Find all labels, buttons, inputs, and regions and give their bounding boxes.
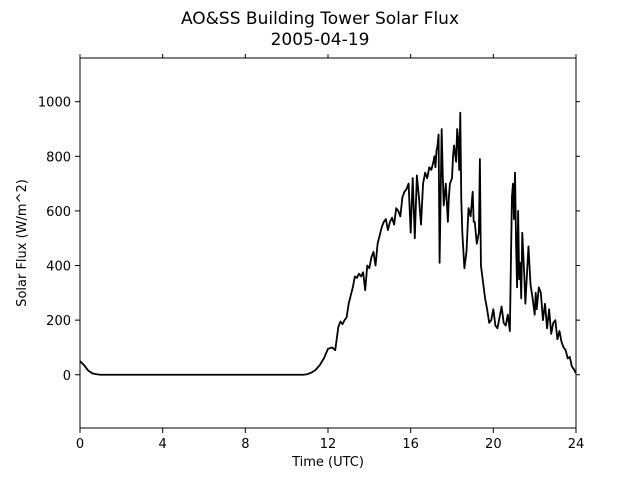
x-tick-label: 24: [568, 437, 585, 452]
chart-title: AO&SS Building Tower Solar Flux: [181, 9, 459, 29]
chart-subtitle: 2005-04-19: [271, 30, 370, 50]
y-tick-label: 1000: [38, 96, 71, 111]
y-tick-label: 800: [46, 150, 71, 165]
y-tick-label: 400: [46, 260, 71, 275]
y-tick-label: 200: [46, 314, 71, 329]
x-tick-label: 20: [485, 437, 502, 452]
plot-area: 0 4 8 12 16 20 24 0 200 400 600 800 1000: [38, 54, 584, 452]
series-line-0: [80, 111, 576, 376]
x-tick-label: 12: [320, 437, 337, 452]
x-axis-label: Time (UTC): [291, 455, 364, 470]
y-tick-label: 0: [63, 369, 71, 384]
y-axis-label: Solar Flux (W/m^2): [15, 179, 30, 307]
x-tick-label: 0: [76, 437, 84, 452]
x-tick-label: 16: [402, 437, 419, 452]
x-tick-label: 8: [241, 437, 249, 452]
x-tick-label: 4: [159, 437, 167, 452]
y-tick-label: 600: [46, 205, 71, 220]
plot-frame: [79, 57, 577, 429]
